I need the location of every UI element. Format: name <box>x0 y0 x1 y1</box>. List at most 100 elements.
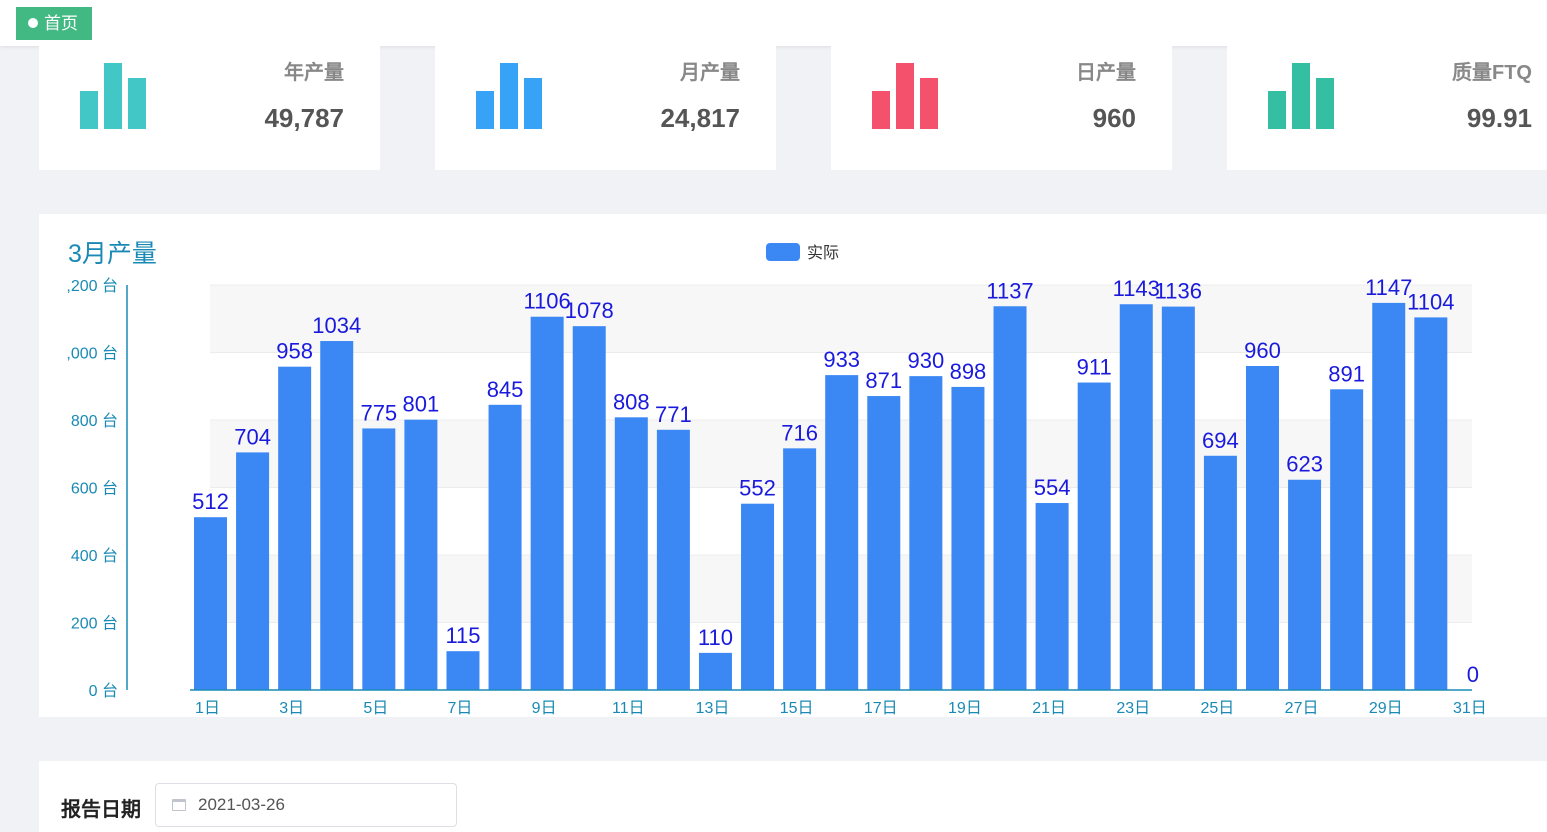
bar-value-label: 1137 <box>986 278 1033 303</box>
bar-9日[interactable] <box>530 316 564 690</box>
bar-value-label: 110 <box>698 625 733 650</box>
report-date-value: 2021-03-26 <box>198 795 285 814</box>
x-tick-label: 27日 <box>1285 700 1319 717</box>
bar-value-label: 1106 <box>523 289 570 314</box>
report-date-picker[interactable]: 2021-03-26 <box>155 783 457 827</box>
bar-value-label: 115 <box>445 623 480 648</box>
y-tick-label: 0 台 <box>89 682 118 700</box>
bar-30日[interactable] <box>1414 317 1448 690</box>
bar-4日[interactable] <box>320 341 354 690</box>
y-tick-label: ,200 台 <box>66 277 118 295</box>
tab-home[interactable]: 首页 <box>16 7 92 40</box>
calendar-icon <box>172 799 186 811</box>
bar-value-label: 716 <box>781 420 818 445</box>
bar-value-label: 552 <box>739 476 776 501</box>
bar-value-label: 930 <box>908 348 945 373</box>
bar-value-label: 808 <box>613 389 650 414</box>
stat-label: 月产量 <box>680 62 740 84</box>
stat-value: 960 <box>1092 103 1136 133</box>
stat-card-day: 日产量 960 <box>831 46 1172 170</box>
bar-value-label: 960 <box>1244 338 1281 363</box>
bar-value-label: 891 <box>1328 361 1365 386</box>
stat-card-ftq: 质量FTQ 99.91 <box>1227 46 1547 170</box>
stat-label: 质量FTQ <box>1452 62 1532 84</box>
chart-title: 3月产量 <box>68 240 157 268</box>
bar-25日[interactable] <box>1203 455 1237 690</box>
x-tick-label: 1日 <box>195 700 220 717</box>
x-tick-label: 3日 <box>279 700 304 717</box>
report-date-label: 报告日期 <box>61 799 141 821</box>
legend-swatch[interactable] <box>766 243 800 261</box>
bar-value-label: 1078 <box>565 298 614 323</box>
bar-18日[interactable] <box>909 376 943 690</box>
stat-value: 49,787 <box>264 103 344 133</box>
y-tick-label: 800 台 <box>71 412 118 430</box>
bar-22日[interactable] <box>1077 382 1111 690</box>
bar-13日[interactable] <box>698 652 732 690</box>
bar-8日[interactable] <box>488 404 522 690</box>
bar-2日[interactable] <box>236 452 270 690</box>
bar-chart-icon <box>80 63 146 129</box>
x-tick-label: 15日 <box>780 700 814 717</box>
bar-value-label: 845 <box>487 377 524 402</box>
x-tick-label: 17日 <box>864 700 898 717</box>
bar-17日[interactable] <box>867 396 901 690</box>
bar-14日[interactable] <box>741 503 775 690</box>
tags-view-bar: 首页 <box>0 0 1547 46</box>
bar-value-label: 1104 <box>1407 289 1454 314</box>
x-tick-label: 29日 <box>1369 700 1403 717</box>
bar-value-label: 933 <box>823 347 860 372</box>
y-tick-label: ,000 台 <box>66 345 118 363</box>
bar-value-label: 554 <box>1034 475 1071 500</box>
x-tick-label: 19日 <box>948 700 982 717</box>
x-tick-label: 13日 <box>696 700 730 717</box>
bar-value-label: 623 <box>1286 452 1323 477</box>
tab-home-label: 首页 <box>44 14 78 33</box>
bar-chart-icon <box>872 63 938 129</box>
bar-12日[interactable] <box>656 429 690 690</box>
stat-value: 24,817 <box>660 103 740 133</box>
bar-28日[interactable] <box>1330 389 1364 690</box>
x-tick-label: 21日 <box>1032 700 1066 717</box>
bar-24日[interactable] <box>1161 306 1195 690</box>
y-tick-label: 400 台 <box>71 547 118 565</box>
y-tick-label: 600 台 <box>71 480 118 498</box>
x-tick-label: 9日 <box>532 700 557 717</box>
bar-value-label: 958 <box>276 339 313 364</box>
bar-3日[interactable] <box>278 366 312 690</box>
x-tick-label: 7日 <box>448 700 473 717</box>
bar-value-label: 771 <box>655 402 692 427</box>
bar-19日[interactable] <box>951 386 985 690</box>
bar-value-label: 512 <box>192 489 229 514</box>
bar-value-label: 775 <box>360 400 397 425</box>
bar-value-label: 0 <box>1467 662 1479 687</box>
bar-value-label: 1034 <box>312 313 361 338</box>
bar-5日[interactable] <box>362 428 396 690</box>
x-tick-label: 5日 <box>363 700 388 717</box>
bar-value-label: 704 <box>234 424 271 449</box>
monthly-production-chart: 0 台 200 台 400 台 600 台 800 台 ,000 台 ,200 台 512 7… <box>39 214 1547 717</box>
bar-value-label: 1147 <box>1365 275 1412 300</box>
bar-23日[interactable] <box>1119 304 1153 690</box>
bar-21日[interactable] <box>1035 503 1069 690</box>
bar-27日[interactable] <box>1288 479 1322 690</box>
y-tick-label: 200 台 <box>71 615 118 633</box>
bar-20日[interactable] <box>993 306 1027 690</box>
report-panel: 报告日期 2021-03-26 <box>39 761 1547 832</box>
bar-26日[interactable] <box>1246 366 1279 690</box>
bar-6日[interactable] <box>404 419 438 690</box>
bar-value-label: 801 <box>403 392 440 417</box>
legend-label[interactable]: 实际 <box>807 244 839 262</box>
bar-10日[interactable] <box>572 326 606 690</box>
stat-card-month: 月产量 24,817 <box>435 46 776 170</box>
bar-15日[interactable] <box>783 448 817 690</box>
bar-29日[interactable] <box>1372 302 1406 690</box>
x-tick-label: 25日 <box>1201 700 1235 717</box>
bar-value-label: 1136 <box>1155 279 1202 304</box>
bar-7日[interactable] <box>446 651 480 690</box>
bar-1日[interactable] <box>194 517 227 690</box>
bar-16日[interactable] <box>825 375 859 690</box>
bar-value-label: 1143 <box>1113 276 1160 301</box>
bar-11日[interactable] <box>614 417 648 690</box>
